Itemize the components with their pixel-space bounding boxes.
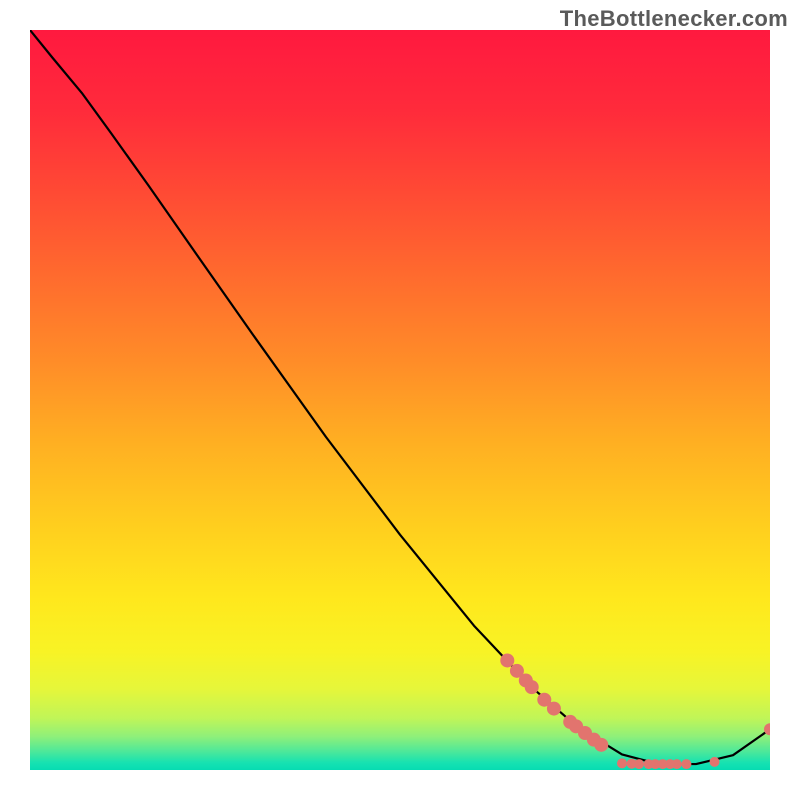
- chart-background: [30, 30, 770, 770]
- data-marker: [634, 759, 644, 769]
- data-marker: [594, 738, 608, 752]
- data-marker: [525, 680, 539, 694]
- data-marker: [617, 758, 627, 768]
- bottleneck-chart: [0, 0, 800, 800]
- watermark-text: TheBottlenecker.com: [560, 6, 788, 32]
- data-marker: [710, 757, 720, 767]
- data-marker: [500, 653, 514, 667]
- data-marker: [681, 759, 691, 769]
- data-marker: [547, 702, 561, 716]
- data-marker: [672, 759, 682, 769]
- chart-container: TheBottlenecker.com: [0, 0, 800, 800]
- data-marker: [764, 723, 776, 735]
